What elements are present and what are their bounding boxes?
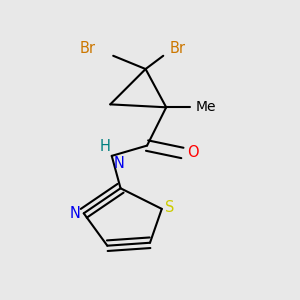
Text: Br: Br — [169, 41, 185, 56]
Text: N: N — [70, 206, 81, 221]
Text: Br: Br — [80, 41, 95, 56]
Text: N: N — [113, 157, 124, 172]
Text: H: H — [99, 140, 110, 154]
Text: Me: Me — [196, 100, 216, 114]
Text: O: O — [187, 146, 198, 160]
Text: S: S — [165, 200, 174, 215]
